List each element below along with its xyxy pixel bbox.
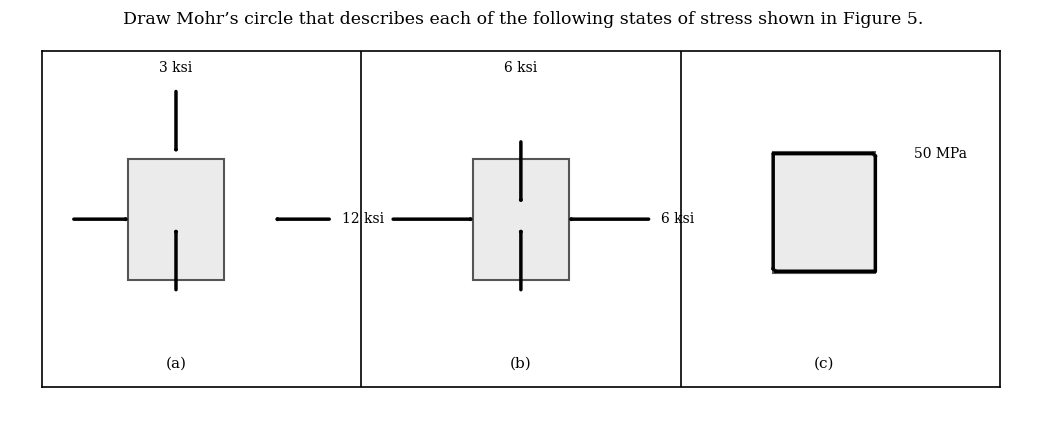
Text: (a): (a) (165, 356, 186, 371)
Text: Draw Mohr’s circle that describes each of the following states of stress shown i: Draw Mohr’s circle that describes each o… (124, 11, 923, 28)
Text: 6 ksi: 6 ksi (505, 61, 537, 75)
Text: (b): (b) (510, 356, 532, 371)
Text: 12 ksi: 12 ksi (342, 212, 384, 226)
Text: (c): (c) (814, 356, 834, 371)
Text: 3 ksi: 3 ksi (159, 61, 193, 75)
Text: 6 ksi: 6 ksi (662, 212, 694, 226)
Bar (128, 159, 224, 279)
Bar (773, 152, 875, 273)
Text: 50 MPa: 50 MPa (914, 147, 966, 161)
Bar (473, 159, 569, 279)
